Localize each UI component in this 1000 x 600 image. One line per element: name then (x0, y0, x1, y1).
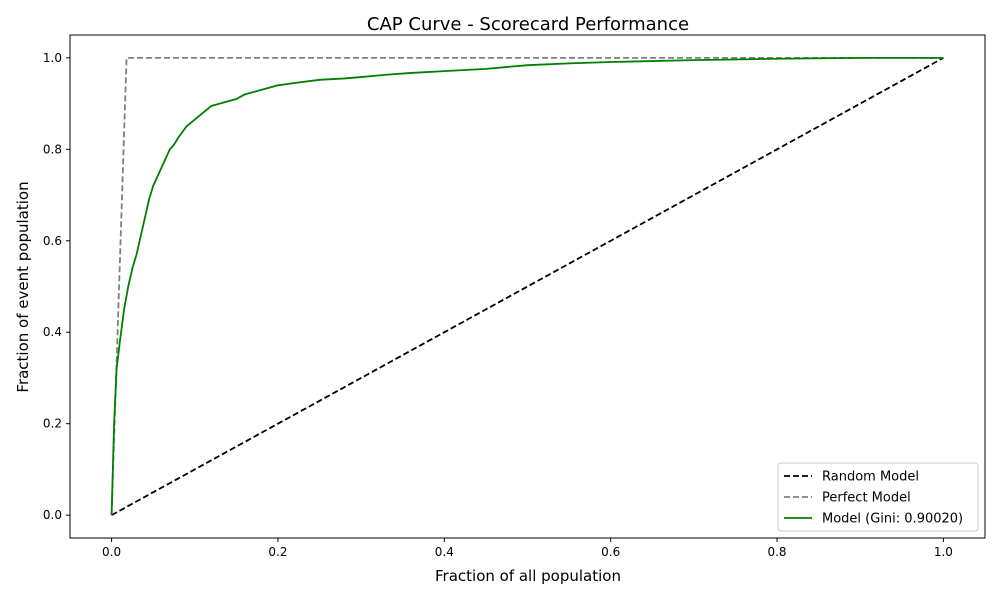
legend-label: Random Model (822, 470, 919, 485)
x-tick-label: 1.0 (934, 545, 953, 559)
y-tick-label: 0.0 (43, 508, 62, 522)
legend-label: Perfect Model (822, 491, 911, 506)
legend-entries: Random Model Perfect Model Model (Gini: 0.… (784, 470, 963, 527)
x-axis-label: Fraction of all population (435, 567, 621, 585)
x-tick-label: 0.4 (435, 545, 454, 559)
x-tick-label: 0.6 (601, 545, 620, 559)
legend-label: Model (Gini: 0.90020) (822, 512, 963, 527)
legend: Random Model Perfect Model Model (Gini: 0.… (777, 462, 979, 532)
y-tick-label: 1.0 (43, 51, 62, 65)
x-tick-label: 0.0 (102, 545, 121, 559)
y-tick-label: 0.2 (43, 417, 62, 431)
y-axis-label: Fraction of event population (14, 181, 32, 392)
series-layer (110, 56, 944, 516)
series-line-1 (111, 57, 944, 516)
chart-title: CAP Curve - Scorecard Performance (367, 14, 689, 35)
plot-frame (69, 34, 986, 539)
y-tick-label: 0.4 (43, 325, 62, 339)
y-tick-label: 0.8 (43, 142, 62, 156)
y-axis-ticks: 0.0 0.2 0.4 0.6 0.8 1.0 (43, 51, 70, 522)
x-tick-label: 0.2 (268, 545, 287, 559)
x-tick-label: 0.8 (767, 545, 786, 559)
legend-box (777, 462, 979, 532)
x-axis-ticks: 0.0 0.2 0.4 0.6 0.8 1.0 (102, 538, 953, 559)
series-line-3 (110, 56, 944, 516)
series-line-2 (110, 56, 944, 516)
y-tick-label: 0.6 (43, 234, 62, 248)
